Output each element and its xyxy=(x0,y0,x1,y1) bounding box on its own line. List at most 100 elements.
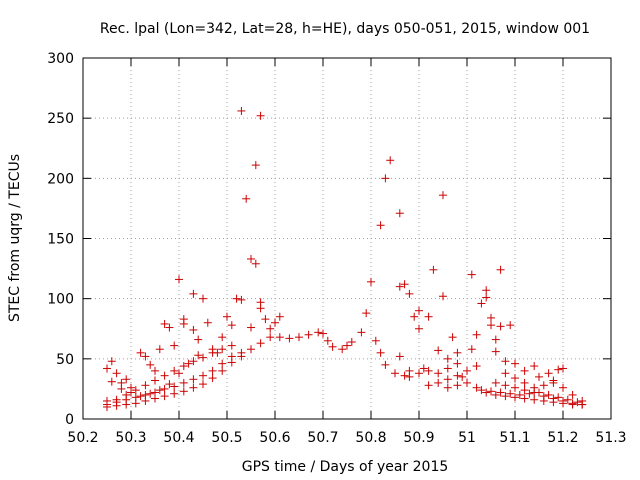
data-point xyxy=(395,282,404,291)
data-point xyxy=(506,389,515,398)
data-point xyxy=(122,375,131,384)
data-point xyxy=(453,381,462,390)
x-tick-label: 50.6 xyxy=(259,430,290,446)
data-point xyxy=(376,348,385,357)
data-point xyxy=(568,390,577,399)
data-point xyxy=(107,357,116,366)
data-point xyxy=(544,390,553,399)
data-point xyxy=(323,336,332,345)
data-point xyxy=(179,319,188,328)
data-point xyxy=(199,380,207,389)
data-point xyxy=(247,345,255,354)
data-point xyxy=(170,341,179,350)
data-point xyxy=(251,259,260,268)
data-point xyxy=(573,398,582,407)
data-point xyxy=(458,372,467,381)
data-point xyxy=(424,312,433,321)
data-point xyxy=(424,381,433,390)
data-point xyxy=(511,383,519,392)
data-point xyxy=(559,396,567,405)
data-point xyxy=(227,341,236,350)
data-point xyxy=(453,359,462,368)
data-point xyxy=(511,374,519,383)
data-point xyxy=(179,362,188,371)
data-point xyxy=(295,333,303,342)
data-point xyxy=(218,333,227,342)
data-point xyxy=(415,369,423,378)
data-point xyxy=(160,319,169,328)
x-tick-label: 50.9 xyxy=(403,430,434,446)
data-point xyxy=(443,364,452,373)
data-point xyxy=(103,364,111,373)
data-point xyxy=(199,371,207,380)
data-point xyxy=(520,386,529,395)
data-point xyxy=(443,354,452,363)
data-point xyxy=(472,330,481,339)
data-point xyxy=(275,333,284,342)
data-point xyxy=(482,293,491,302)
data-point xyxy=(453,348,462,357)
data-point xyxy=(122,390,131,399)
data-point xyxy=(501,357,510,366)
data-point xyxy=(381,360,390,369)
data-point xyxy=(107,377,116,386)
data-point xyxy=(472,383,481,392)
data-point xyxy=(314,328,323,337)
data-point xyxy=(338,345,347,354)
data-point xyxy=(520,378,529,387)
plot-frame xyxy=(82,57,612,420)
data-point xyxy=(405,289,414,298)
data-point xyxy=(165,323,174,332)
data-point xyxy=(242,194,251,203)
data-point xyxy=(343,341,351,350)
data-point xyxy=(515,390,524,399)
data-point xyxy=(520,366,529,375)
data-point xyxy=(151,376,159,385)
y-tick-label: 50 xyxy=(56,352,74,368)
data-point xyxy=(146,389,155,398)
data-point xyxy=(179,378,188,387)
data-point xyxy=(482,388,491,397)
data-point xyxy=(199,294,207,303)
data-point xyxy=(487,387,495,396)
data-point xyxy=(151,366,159,375)
data-point xyxy=(165,380,174,389)
data-point xyxy=(511,393,519,402)
data-point xyxy=(146,360,155,369)
data-point xyxy=(578,396,587,405)
data-point xyxy=(381,174,390,183)
data-point xyxy=(496,322,505,331)
data-point xyxy=(285,334,294,343)
data-point xyxy=(463,366,471,375)
data-point xyxy=(256,304,265,313)
data-point xyxy=(501,381,510,390)
data-point xyxy=(568,399,577,408)
data-point xyxy=(136,348,145,357)
data-point xyxy=(491,347,500,356)
data-point xyxy=(141,352,150,361)
data-point xyxy=(127,388,135,397)
data-point xyxy=(400,280,409,289)
y-tick-label: 200 xyxy=(47,171,74,187)
data-point xyxy=(530,383,539,392)
data-point xyxy=(477,299,486,308)
data-point xyxy=(415,306,423,315)
y-tick-label: 100 xyxy=(47,292,74,308)
data-point xyxy=(347,337,356,346)
data-point xyxy=(256,111,265,120)
data-point xyxy=(415,324,423,333)
data-point xyxy=(179,387,188,396)
data-point xyxy=(520,394,529,403)
data-point xyxy=(405,372,414,381)
y-tick-label: 250 xyxy=(47,111,74,127)
data-point xyxy=(376,221,385,230)
data-point xyxy=(371,336,380,345)
data-point xyxy=(160,392,169,401)
data-point xyxy=(549,394,558,403)
data-point xyxy=(189,375,198,384)
data-point xyxy=(271,318,279,327)
data-point xyxy=(170,366,179,375)
data-point xyxy=(261,315,270,324)
data-point xyxy=(237,352,246,361)
